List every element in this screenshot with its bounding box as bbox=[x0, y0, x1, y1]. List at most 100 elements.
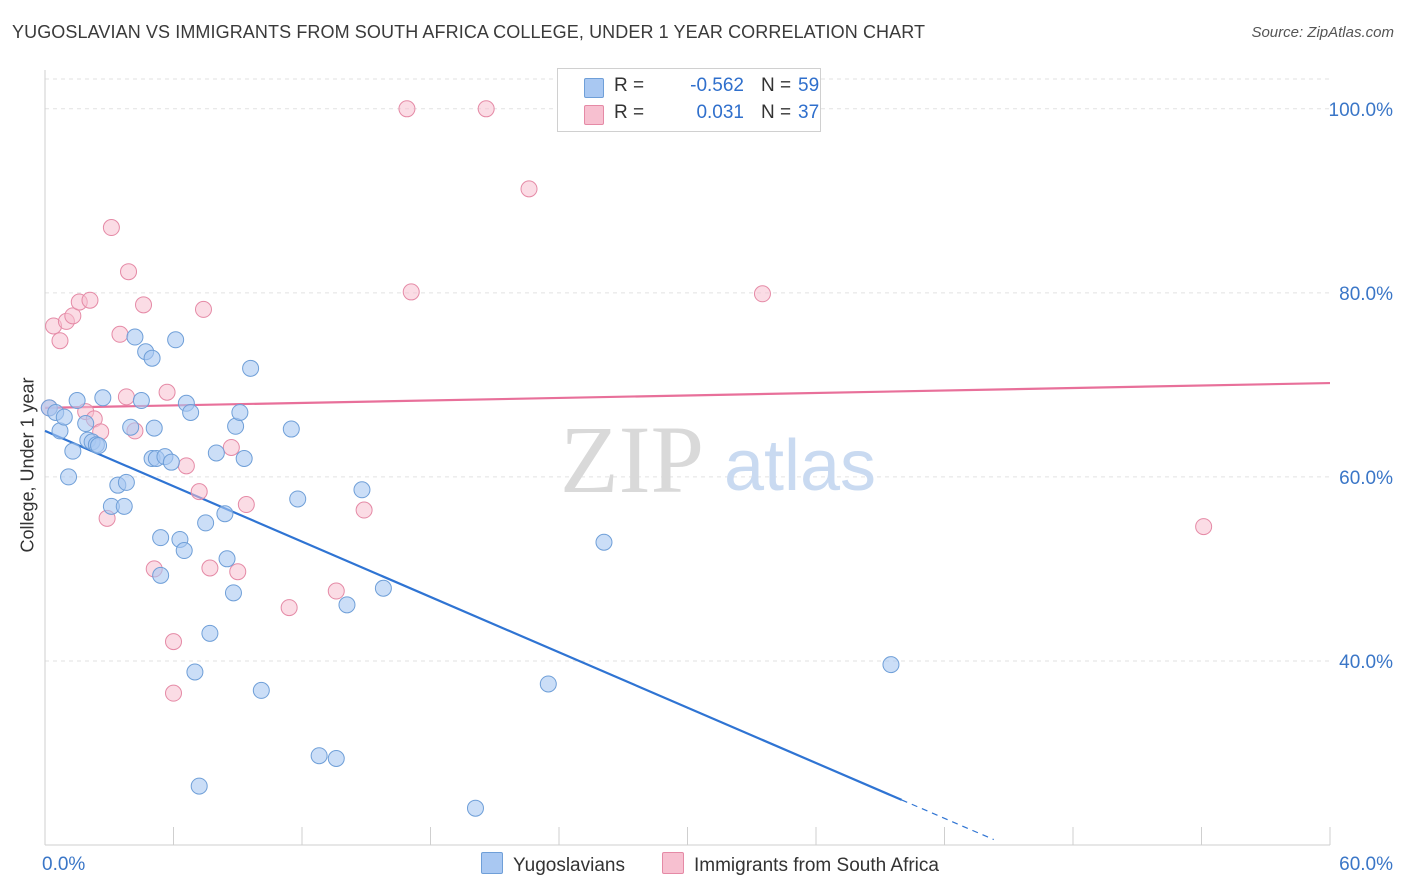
data-point-yugoslavians bbox=[152, 529, 170, 547]
data-point-yugoslavians bbox=[175, 542, 193, 560]
data-point-immigrants bbox=[237, 496, 255, 514]
data-point-yugoslavians bbox=[201, 624, 219, 642]
data-point-yugoslavians bbox=[252, 681, 270, 699]
y-axis-label: College, Under 1 year bbox=[17, 377, 38, 553]
bottom-legend-label: Immigrants from South Africa bbox=[694, 855, 939, 876]
data-point-yugoslavians bbox=[242, 359, 260, 377]
data-point-yugoslavians bbox=[122, 418, 140, 436]
data-point-yugoslavians bbox=[207, 444, 225, 462]
data-point-yugoslavians bbox=[68, 392, 86, 410]
data-point-immigrants bbox=[280, 599, 298, 617]
y-tick-label: 100.0% bbox=[1329, 100, 1394, 121]
data-point-immigrants bbox=[165, 684, 182, 702]
bottom-legend-label: Yugoslavians bbox=[513, 855, 625, 876]
data-point-immigrants bbox=[327, 582, 345, 600]
legend-r-label: R = bbox=[614, 75, 645, 96]
data-point-yugoslavians bbox=[235, 450, 253, 467]
data-point-yugoslavians bbox=[162, 453, 180, 471]
data-point-yugoslavians bbox=[539, 675, 557, 693]
data-point-yugoslavians bbox=[289, 490, 307, 508]
legend-n-label: N = bbox=[761, 102, 792, 123]
legend-n-value: 37 bbox=[798, 102, 820, 123]
tick-labels: 40.0% 60.0% 80.0% 100.0% 0.0% 60.0% bbox=[42, 100, 1393, 875]
legend-swatch-blue bbox=[584, 78, 604, 98]
data-point-yugoslavians bbox=[374, 579, 392, 597]
data-point-immigrants bbox=[117, 388, 135, 406]
y-tick-label: 60.0% bbox=[1339, 468, 1393, 489]
data-point-immigrants bbox=[120, 263, 138, 281]
data-point-yugoslavians bbox=[90, 437, 108, 455]
y-tick-label: 80.0% bbox=[1339, 284, 1393, 305]
data-point-yugoslavians bbox=[231, 403, 249, 421]
data-point-immigrants bbox=[520, 180, 538, 198]
data-point-yugoslavians bbox=[282, 420, 300, 438]
data-point-yugoslavians bbox=[310, 747, 328, 765]
watermark-zip: ZIP bbox=[560, 406, 704, 513]
data-point-yugoslavians bbox=[197, 514, 215, 532]
data-point-yugoslavians bbox=[115, 497, 133, 515]
data-point-yugoslavians bbox=[167, 331, 185, 349]
bottom-legend-swatch-pink bbox=[662, 852, 684, 874]
watermark: ZIP atlas bbox=[560, 406, 876, 513]
data-point-immigrants bbox=[177, 457, 195, 475]
trend-line-yugoslavians-extension bbox=[901, 799, 994, 841]
series-yugoslavians-points bbox=[40, 328, 900, 817]
data-point-yugoslavians bbox=[216, 505, 234, 523]
data-point-immigrants bbox=[222, 438, 240, 456]
legend-n-value: 59 bbox=[798, 75, 820, 96]
correlation-legend: R = -0.562 N = 59 R = 0.031 N = 37 bbox=[557, 68, 821, 132]
data-point-immigrants bbox=[201, 559, 219, 577]
data-point-yugoslavians bbox=[145, 419, 163, 437]
trend-line-immigrants bbox=[44, 381, 1331, 409]
data-point-yugoslavians bbox=[327, 749, 345, 767]
data-point-immigrants bbox=[190, 483, 208, 501]
data-point-immigrants bbox=[51, 332, 69, 350]
bottom-legend-swatch-blue bbox=[481, 852, 503, 874]
data-point-immigrants bbox=[102, 219, 120, 237]
data-point-yugoslavians bbox=[466, 799, 484, 817]
data-point-immigrants bbox=[1195, 518, 1213, 536]
data-point-yugoslavians bbox=[338, 596, 356, 614]
data-point-yugoslavians bbox=[117, 473, 135, 491]
data-point-immigrants bbox=[81, 291, 99, 309]
data-point-immigrants bbox=[355, 501, 373, 519]
data-point-immigrants bbox=[165, 633, 182, 651]
data-point-immigrants bbox=[398, 100, 416, 118]
bottom-legend-immigrants: Immigrants from South Africa bbox=[662, 852, 939, 877]
data-point-yugoslavians bbox=[64, 442, 82, 460]
y-tick-label: 40.0% bbox=[1339, 652, 1393, 673]
chart-title: YUGOSLAVIAN VS IMMIGRANTS FROM SOUTH AFR… bbox=[12, 22, 926, 42]
data-point-immigrants bbox=[64, 307, 82, 325]
data-point-yugoslavians bbox=[190, 777, 208, 795]
x-tick-label: 0.0% bbox=[42, 854, 85, 875]
data-point-yugoslavians bbox=[186, 663, 204, 681]
legend-r-value: -0.562 bbox=[690, 75, 744, 96]
data-point-yugoslavians bbox=[126, 328, 144, 346]
legend-r-label: R = bbox=[614, 102, 645, 123]
data-point-yugoslavians bbox=[77, 415, 95, 433]
data-point-yugoslavians bbox=[143, 349, 161, 367]
watermark-atlas: atlas bbox=[724, 426, 876, 506]
data-point-yugoslavians bbox=[353, 481, 371, 499]
data-point-yugoslavians bbox=[132, 392, 150, 410]
axes bbox=[44, 70, 1331, 846]
bottom-legend-yugoslavians: Yugoslavians bbox=[481, 852, 625, 877]
trend-line-yugoslavians bbox=[44, 429, 903, 801]
data-point-yugoslavians bbox=[218, 550, 236, 568]
data-point-immigrants bbox=[229, 563, 247, 581]
data-point-immigrants bbox=[158, 383, 176, 401]
data-point-immigrants bbox=[135, 296, 153, 314]
data-point-immigrants bbox=[402, 283, 420, 301]
data-point-yugoslavians bbox=[182, 403, 200, 421]
data-point-yugoslavians bbox=[55, 408, 73, 426]
data-point-yugoslavians bbox=[94, 389, 112, 407]
trend-lines bbox=[44, 381, 1331, 841]
data-point-yugoslavians bbox=[152, 566, 170, 584]
data-point-yugoslavians bbox=[60, 468, 78, 486]
data-point-immigrants bbox=[194, 300, 212, 318]
legend-n-label: N = bbox=[761, 75, 792, 96]
data-point-immigrants bbox=[477, 100, 495, 118]
data-point-immigrants bbox=[111, 325, 129, 343]
data-point-immigrants bbox=[753, 285, 771, 303]
